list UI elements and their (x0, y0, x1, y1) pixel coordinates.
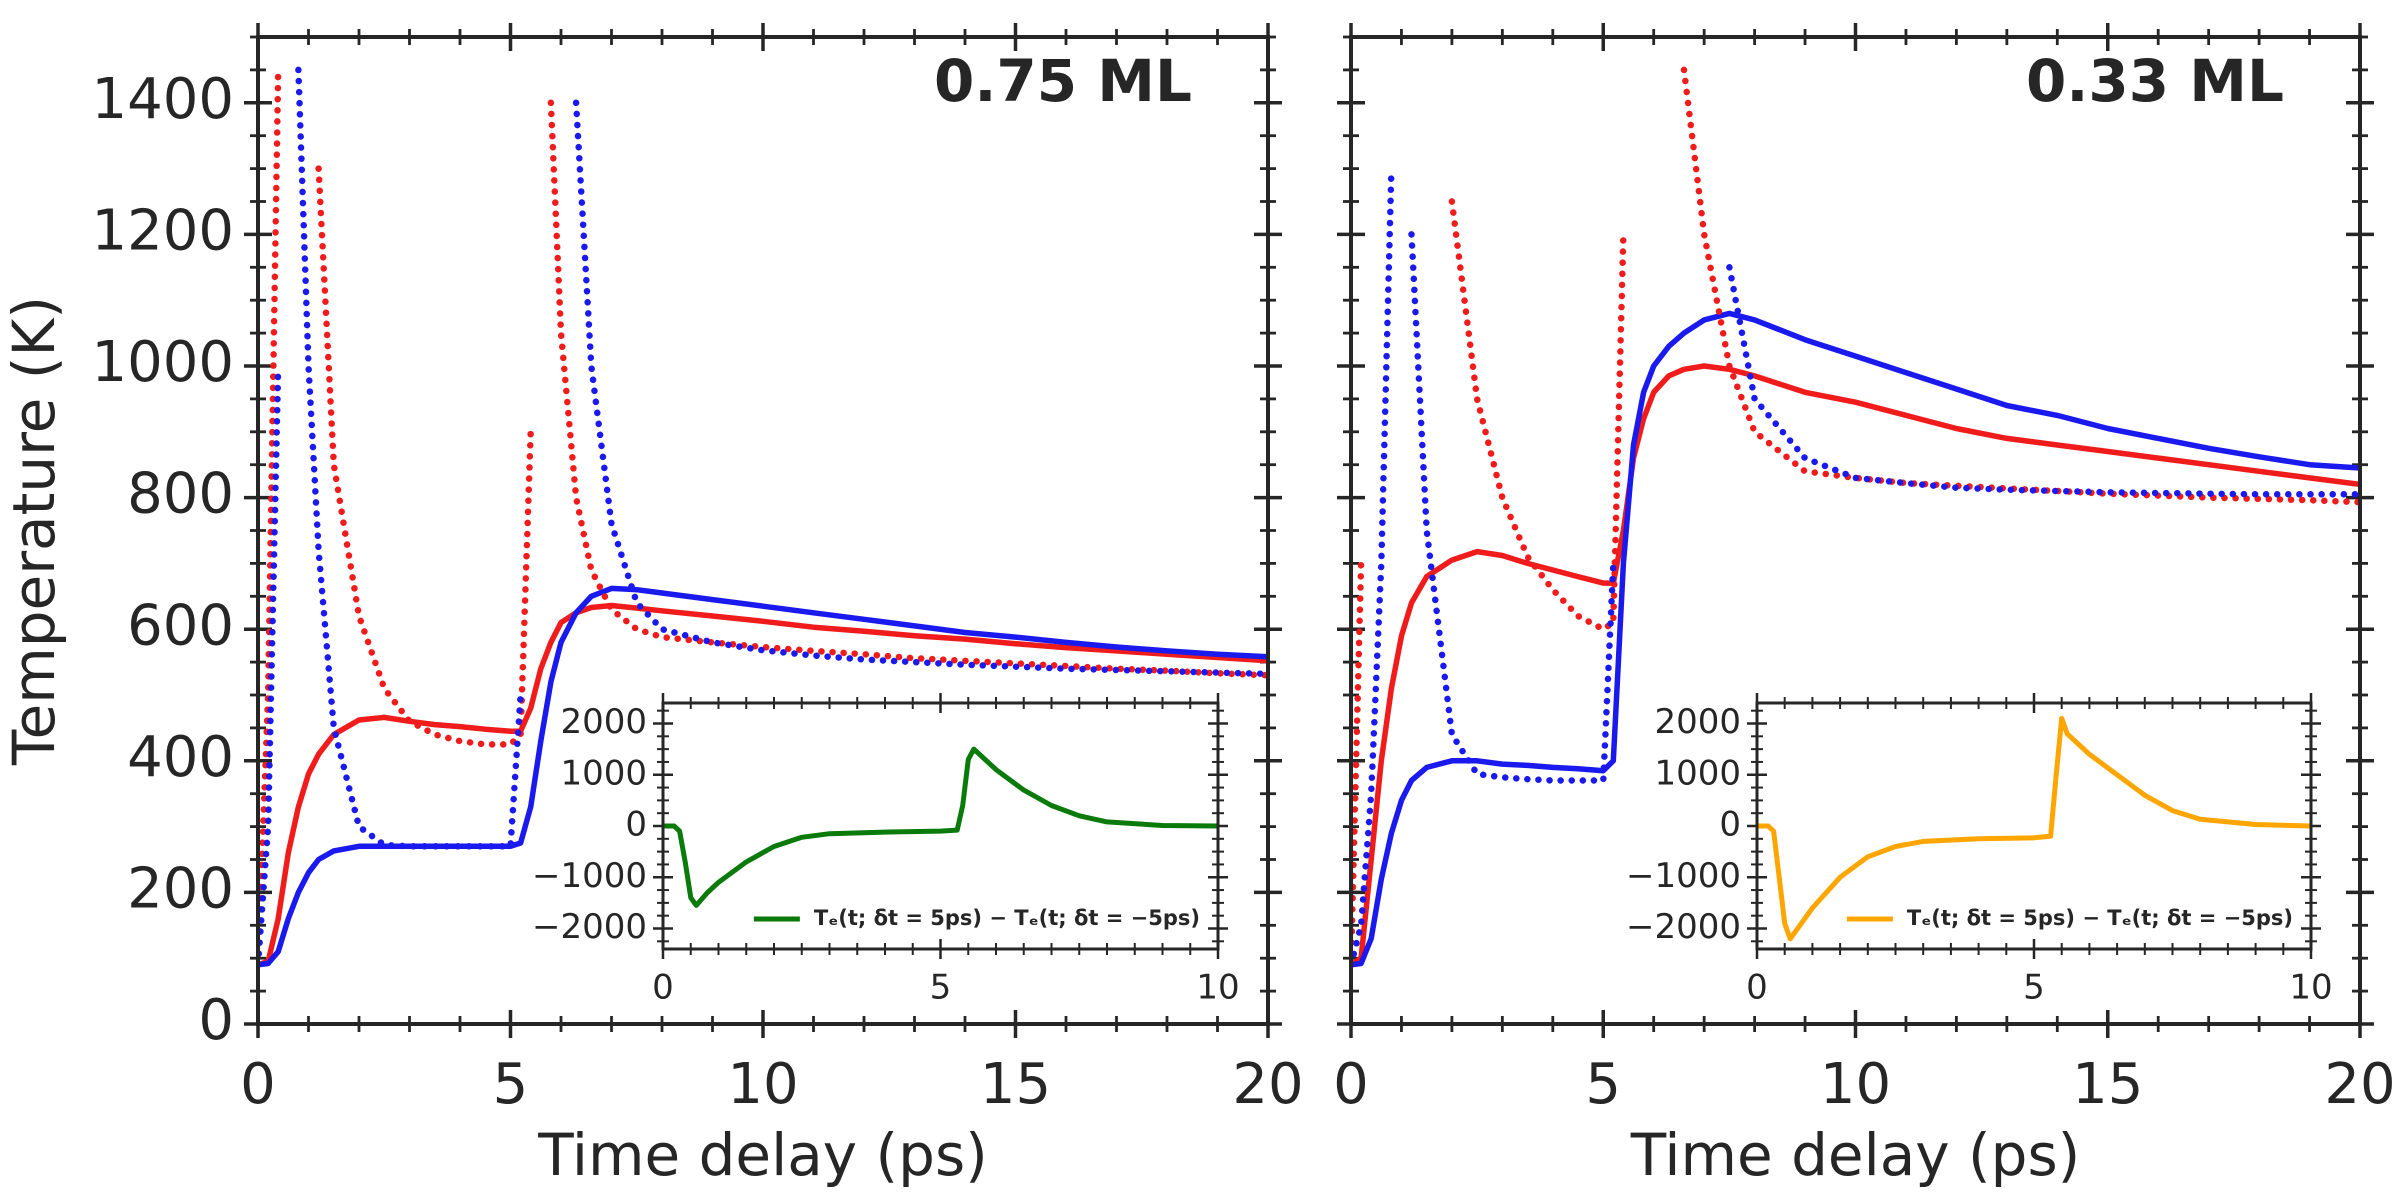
axes-frame (1755, 701, 2313, 951)
axes-frame (256, 35, 1270, 1026)
line-series (258, 602, 1268, 968)
y-tick-label: 1400 (91, 67, 234, 132)
axes-frame (1349, 35, 2362, 1026)
annotation: 0.75 ML (934, 47, 1192, 115)
x-tick-label: 10 (727, 1052, 798, 1117)
y-tick-label: 1000 (1654, 753, 1741, 793)
legend-label: Tₑ(t; δt = 5ps) − Tₑ(t; δt = −5ps) (1907, 906, 2293, 930)
legend-label: Tₑ(t; δt = 5ps) − Tₑ(t; δt = −5ps) (814, 906, 1200, 930)
y-tick-label: 200 (127, 857, 234, 922)
x-tick-label: 15 (980, 1052, 1051, 1117)
line-series (258, 66, 1268, 969)
x-tick-label: 0 (240, 1052, 276, 1117)
x-tick-label: 0 (1333, 1052, 1369, 1117)
axes-frame (661, 701, 1220, 951)
x-tick-label: 5 (1585, 1052, 1621, 1117)
x-tick-label: 5 (2023, 968, 2045, 1008)
x-axis-label: Time delay (ps) (1630, 1121, 2081, 1189)
line-series (1757, 715, 2311, 942)
line-series (258, 66, 1268, 969)
x-tick-label: 20 (1232, 1052, 1303, 1117)
y-tick-label: 2000 (1654, 702, 1741, 742)
y-tick-label: 400 (127, 725, 234, 790)
y-tick-label: 800 (127, 462, 234, 527)
plot-area (1757, 703, 2311, 949)
panel: 0 5 10 15 20 0.33 ML Time delay (ps) (1333, 23, 2396, 1189)
x-tick-label: 10 (2289, 968, 2332, 1008)
x-tick-label: 5 (930, 968, 952, 1008)
x-tick-label: 0 (1746, 968, 1768, 1008)
y-tick-label: 1000 (560, 753, 647, 793)
y-axis-label: Temperature (K) (0, 296, 68, 766)
line-series (258, 585, 1268, 968)
y-tick-label: 600 (127, 593, 234, 658)
inset: 0 5 10 −2000 −1000 0 1000 2000 Tₑ(t; δt = 5ps) −… (532, 693, 1240, 1008)
y-tick-label: −1000 (1626, 856, 1741, 896)
y-tick-label: 0 (625, 805, 647, 845)
x-tick-label: 5 (493, 1052, 529, 1117)
line-series (1351, 363, 2360, 968)
x-tick-label: 0 (652, 968, 674, 1008)
plot-area (663, 703, 1218, 949)
line-series (1351, 165, 2360, 969)
x-tick-label: 20 (2324, 1052, 2395, 1117)
y-tick-label: −1000 (532, 856, 647, 896)
y-tick-label: −2000 (1626, 907, 1741, 947)
x-tick-label: 10 (1196, 968, 1239, 1008)
x-axis-label: Time delay (ps) (537, 1121, 988, 1189)
y-tick-label: 0 (1719, 805, 1741, 845)
line-series (1351, 310, 2360, 968)
y-tick-label: 0 (198, 988, 234, 1053)
y-tick-label: 2000 (560, 702, 647, 742)
inset: 0 5 10 −2000 −1000 0 1000 2000 Tₑ(t; δt = 5ps) −… (1626, 693, 2333, 1008)
y-tick-label: 1200 (91, 199, 234, 264)
line-series (663, 746, 1218, 908)
y-tick-label: −2000 (532, 907, 647, 947)
y-tick-label: 1000 (91, 330, 234, 395)
annotation: 0.33 ML (2026, 47, 2284, 115)
x-tick-label: 15 (2072, 1052, 2143, 1117)
x-tick-label: 10 (1820, 1052, 1891, 1117)
